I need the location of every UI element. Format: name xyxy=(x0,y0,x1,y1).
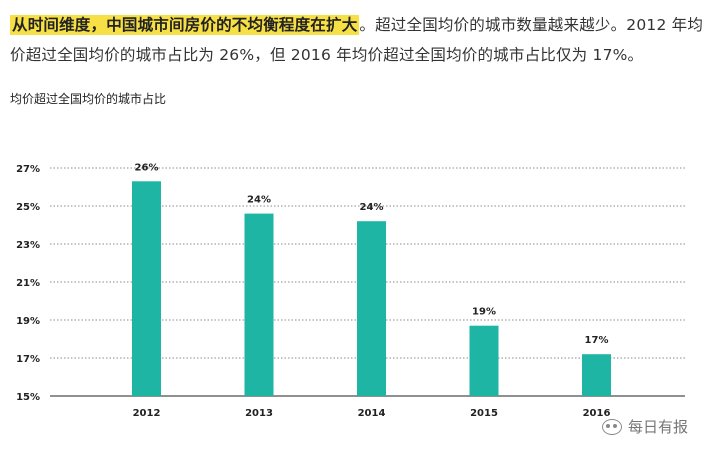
watermark: 每日有报 xyxy=(602,416,688,437)
highlighted-text: 从时间维度，中国城市间房价的不均衡程度在扩大 xyxy=(10,15,360,35)
x-tick-label: 2013 xyxy=(245,408,273,419)
y-tick-label: 25% xyxy=(16,202,40,213)
intro-paragraph: 从时间维度，中国城市间房价的不均衡程度在扩大 。超过全国均价的城市数量越来越少。2… xyxy=(10,10,710,70)
bar-chart: 27% 25% 23% 21% 19% 17% 15% 26% 2012 24% 2013 24% 20… xyxy=(16,162,685,419)
y-tick-label: 17% xyxy=(16,354,40,365)
data-label: 26% xyxy=(135,162,159,173)
y-tick-label: 19% xyxy=(16,316,40,327)
data-label: 17% xyxy=(585,335,609,346)
y-tick-label: 23% xyxy=(16,240,40,251)
data-label: 19% xyxy=(472,307,496,318)
bar xyxy=(582,354,611,396)
data-label: 24% xyxy=(247,195,271,206)
bar xyxy=(244,213,274,396)
x-tick-label: 2014 xyxy=(358,408,386,419)
bar xyxy=(469,325,499,396)
wechat-icon xyxy=(602,418,622,435)
x-tick-label: 2012 xyxy=(133,408,161,419)
y-tick-label: 15% xyxy=(16,392,40,403)
y-tick-label: 21% xyxy=(16,278,40,289)
bar xyxy=(357,221,386,396)
data-label: 24% xyxy=(360,202,384,213)
x-tick-label: 2015 xyxy=(470,408,498,419)
x-tick-label: 2016 xyxy=(583,408,611,419)
bar xyxy=(132,181,161,396)
chart-title: 均价超过全国均价的城市占比 xyxy=(10,92,167,106)
paragraph-text: 。超过全国均价的城市数量越来越少。2012 年均价超过全国均价的城市占比为 26… xyxy=(10,16,704,64)
watermark-text: 每日有报 xyxy=(628,418,689,436)
y-tick-label: 27% xyxy=(16,164,40,175)
